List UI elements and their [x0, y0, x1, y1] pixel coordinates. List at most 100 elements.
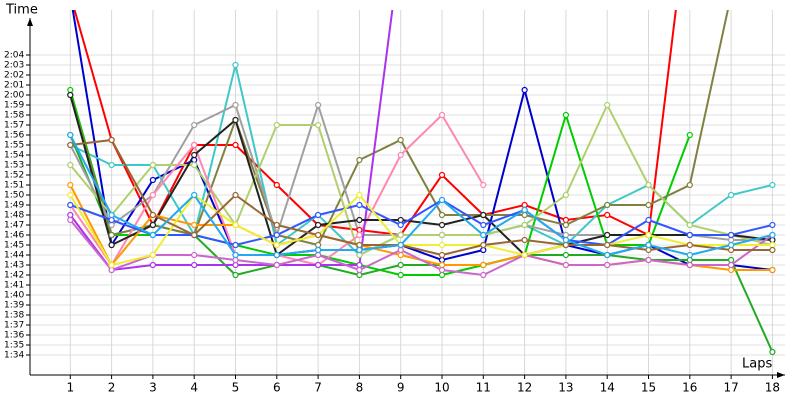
data-point — [149, 211, 157, 219]
x-tick-label: 9 — [397, 381, 405, 395]
data-point — [604, 211, 611, 219]
x-tick-label: 2 — [108, 381, 116, 395]
data-point — [232, 251, 239, 259]
y-tick-label: 1:36 — [4, 331, 24, 341]
data-point — [232, 141, 239, 149]
data-point — [397, 216, 404, 224]
data-point — [356, 231, 363, 239]
x-tick-label: 10 — [434, 381, 449, 395]
x-tick-label: 5 — [232, 381, 240, 395]
data-point — [480, 271, 487, 279]
data-point — [604, 101, 611, 109]
data-point — [645, 231, 652, 239]
data-point — [769, 348, 776, 356]
data-point — [273, 181, 280, 189]
data-point — [315, 211, 322, 219]
data-point — [356, 241, 363, 249]
data-point — [191, 231, 198, 239]
x-tick-label: 17 — [723, 381, 738, 395]
data-point — [604, 261, 611, 269]
data-point — [686, 251, 693, 259]
y-tick-label: 1:46 — [4, 231, 24, 241]
x-tick-label: 4 — [190, 381, 198, 395]
data-point — [356, 261, 363, 269]
data-point — [562, 221, 570, 229]
x-tick-label: 7 — [314, 381, 322, 395]
data-point — [108, 221, 115, 229]
data-point — [232, 271, 239, 279]
data-point — [67, 191, 74, 199]
x-tick-label: 3 — [149, 381, 157, 395]
data-point — [356, 226, 363, 234]
data-point — [397, 246, 404, 254]
data-point — [686, 231, 693, 239]
y-tick-label: 2:04 — [4, 51, 24, 61]
x-axis-label: Laps — [742, 357, 772, 372]
data-point — [232, 61, 239, 69]
data-point — [480, 241, 487, 249]
series-line — [69, 134, 773, 257]
data-point — [108, 266, 115, 274]
data-point — [728, 256, 735, 264]
y-axis-arrow — [27, 18, 33, 26]
data-point — [521, 86, 528, 94]
data-point — [315, 246, 322, 254]
x-tick-label: 13 — [558, 381, 573, 395]
data-point — [273, 231, 280, 239]
y-tick-label: 1:48 — [4, 211, 24, 221]
data-point — [645, 181, 652, 189]
data-point — [397, 231, 404, 239]
y-tick-label: 1:39 — [4, 301, 24, 311]
data-point — [232, 261, 239, 269]
data-point — [191, 141, 198, 149]
data-point — [315, 231, 322, 239]
data-point — [686, 256, 693, 264]
y-tick-label: 1:52 — [4, 171, 24, 181]
data-point — [191, 151, 198, 159]
data-point — [438, 231, 446, 239]
y-tick-label: 1:43 — [4, 261, 24, 271]
data-point — [273, 221, 280, 229]
data-point — [397, 136, 404, 144]
x-tick-label: 18 — [765, 381, 780, 395]
data-point — [645, 241, 652, 249]
data-point — [686, 131, 693, 139]
y-tick-label: 2:01 — [4, 81, 24, 91]
data-point — [273, 241, 280, 249]
series-line — [69, 193, 773, 267]
data-point — [562, 261, 570, 269]
y-tick-label: 1:54 — [4, 151, 24, 161]
data-point — [438, 196, 446, 204]
y-tick-label: 1:40 — [4, 291, 24, 301]
grid — [30, 10, 785, 375]
data-point — [149, 251, 157, 259]
data-point — [149, 261, 157, 269]
y-tick-label: 1:56 — [4, 131, 24, 141]
data-point — [108, 136, 115, 144]
data-point — [315, 101, 322, 109]
data-point — [315, 241, 322, 249]
data-point — [67, 181, 74, 189]
plot-area — [67, 10, 776, 356]
y-tick-label: 1:49 — [4, 201, 24, 211]
data-point — [108, 261, 115, 269]
data-point — [232, 116, 239, 124]
data-point — [769, 221, 776, 229]
data-point — [521, 201, 528, 209]
data-point — [315, 261, 322, 269]
data-point — [232, 191, 239, 199]
data-point — [686, 221, 693, 229]
y-tick-label: 1:59 — [4, 101, 24, 111]
data-point — [604, 201, 611, 209]
data-point — [480, 246, 487, 254]
data-point — [645, 216, 652, 224]
data-point — [397, 261, 404, 269]
y-axis-label: Time — [5, 3, 38, 18]
data-point — [645, 201, 652, 209]
data-point — [604, 231, 611, 239]
data-point — [645, 256, 652, 264]
data-point — [728, 236, 735, 244]
data-point — [273, 261, 280, 269]
y-tick-label: 1:57 — [4, 121, 24, 131]
y-tick-label: 2:02 — [4, 71, 24, 81]
